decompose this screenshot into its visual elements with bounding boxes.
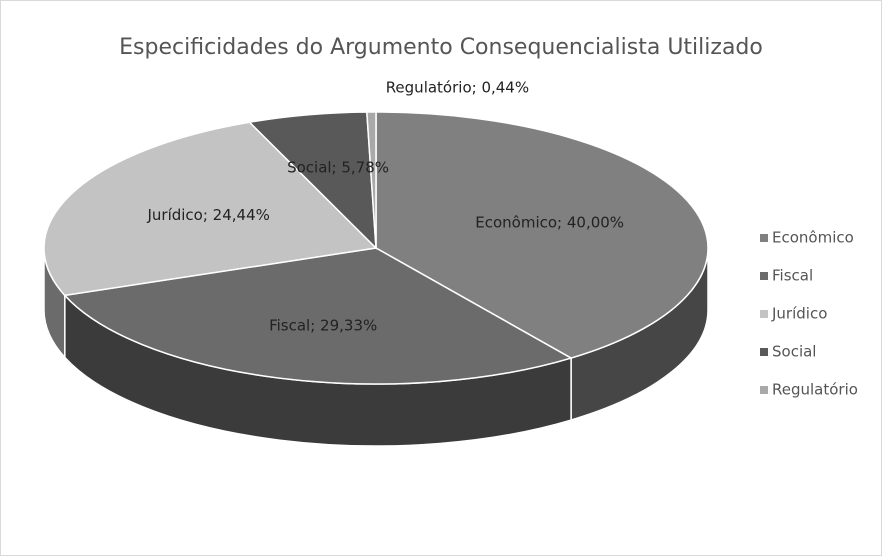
chart-title: Especificidades do Argumento Consequenci… [119,35,763,60]
legend-label: Social [772,343,816,361]
legend-swatch [760,386,768,394]
legend-swatch [760,348,768,356]
data-label: Social; 5,78% [287,159,389,177]
data-label: Regulatório; 0,44% [386,79,529,97]
legend-label: Regulatório [772,381,858,399]
data-label: Fiscal; 29,33% [269,317,377,335]
legend-label: Jurídico [771,305,827,323]
legend-swatch [760,272,768,280]
legend-swatch [760,310,768,318]
data-label: Jurídico; 24,44% [146,206,269,224]
slice [63,247,573,385]
slice [375,111,709,359]
legend-label: Econômico [772,229,854,247]
slice [366,111,377,249]
legend-swatch [760,234,768,242]
data-label: Econômico; 40,00% [475,213,624,231]
legend-label: Fiscal [772,267,813,285]
